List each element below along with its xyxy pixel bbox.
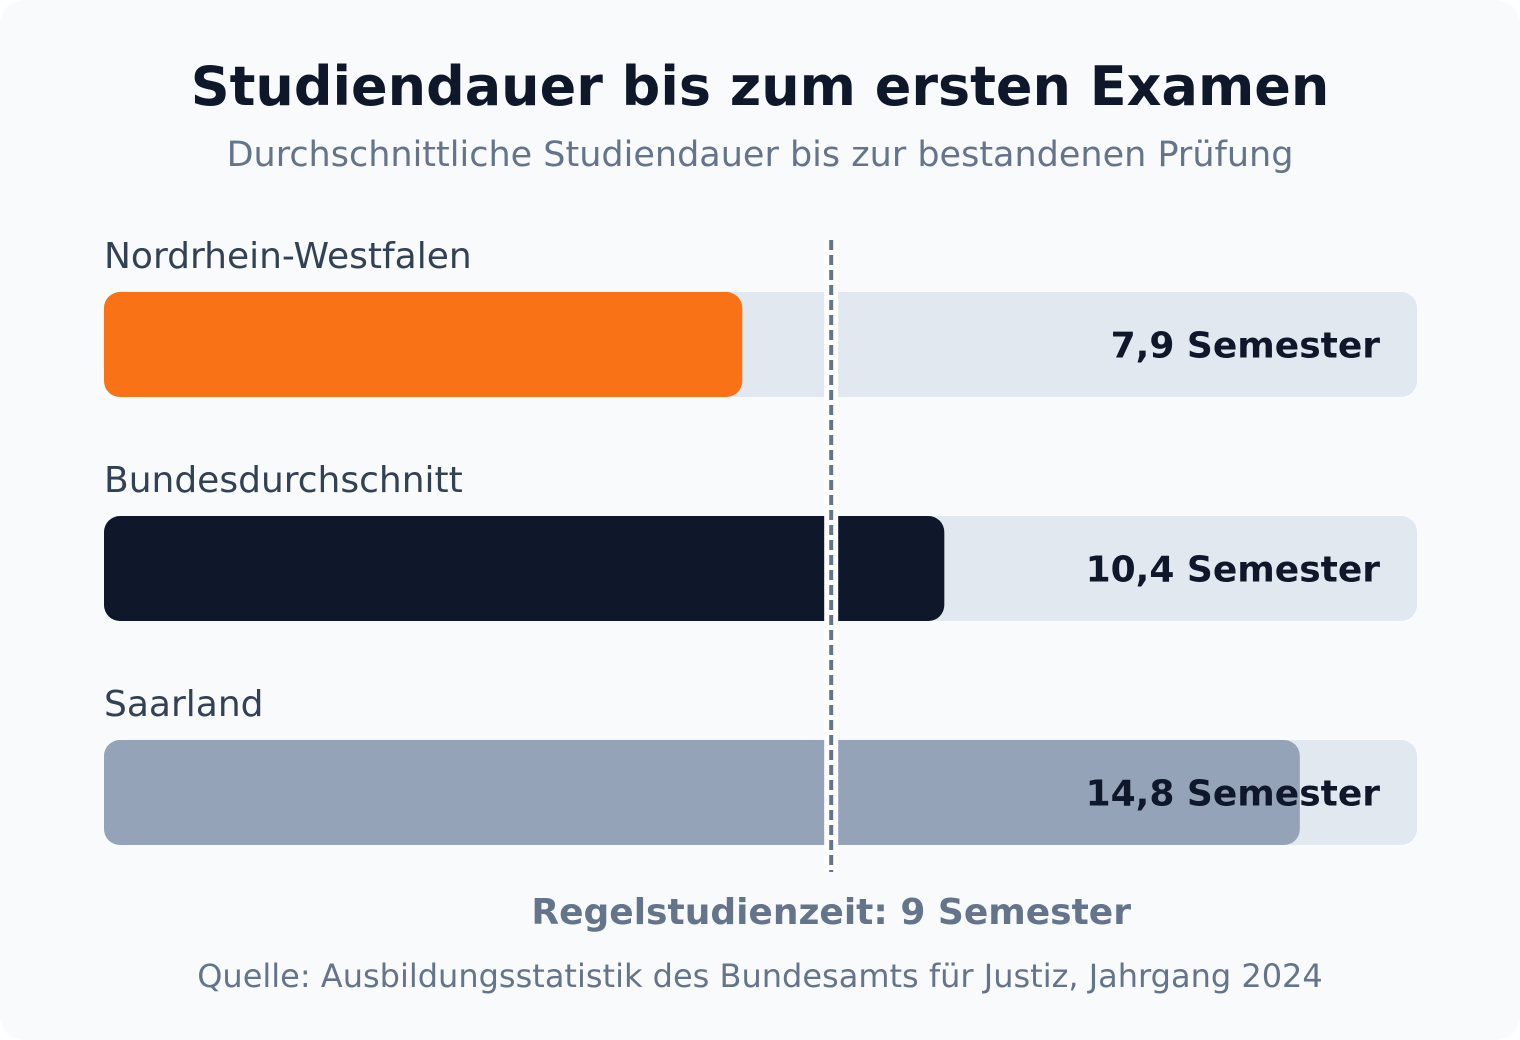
bar-value-label: 10,4 Semester: [1086, 550, 1381, 591]
reference-line-label: Regelstudienzeit: 9 Semester: [531, 892, 1131, 933]
bar-category-label: Nordrhein-Westfalen: [104, 236, 472, 277]
bar-category-label: Bundesdurchschnitt: [104, 460, 463, 501]
bar-value-label: 14,8 Semester: [1086, 774, 1381, 815]
bar-category-label: Saarland: [104, 684, 264, 725]
chart-source: Quelle: Ausbildungsstatistik des Bundesa…: [197, 957, 1323, 995]
chart-title: Studiendauer bis zum ersten Examen: [190, 55, 1330, 118]
bar-value-label: 7,9 Semester: [1111, 326, 1381, 367]
bar: [104, 740, 1300, 845]
bar: [104, 516, 945, 621]
chart-subtitle: Durchschnittliche Studiendauer bis zur b…: [226, 135, 1294, 175]
bar: [104, 292, 743, 397]
